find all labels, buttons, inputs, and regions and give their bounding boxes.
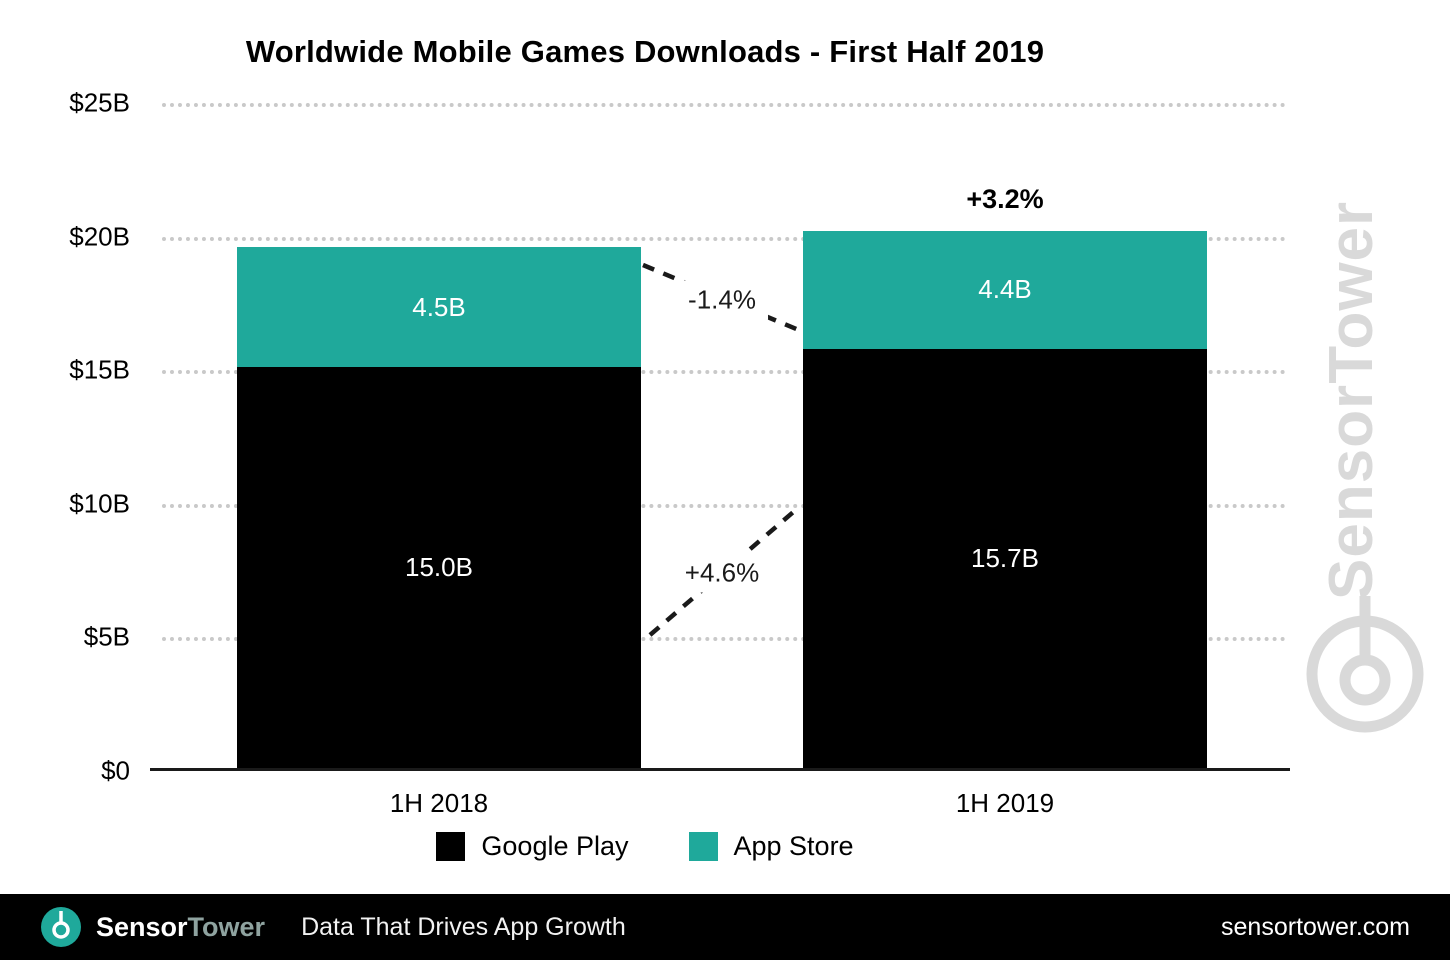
bar-value-label: 4.5B (412, 291, 466, 322)
gridline-15b (162, 370, 1286, 375)
legend-label: App Store (733, 831, 854, 861)
bar-segment-google-play-1h2019: 15.7B (803, 348, 1207, 768)
total-change-label: +3.2% (966, 183, 1044, 214)
footer-website: sensortower.com (1221, 912, 1410, 941)
sensortower-footer-logo-icon (40, 906, 82, 948)
bar-segment-app-store-1h2018: 4.5B (237, 246, 641, 368)
gridline-25b (162, 103, 1286, 107)
bar-segment-app-store-1h2019: 4.4B (803, 230, 1207, 349)
x-tick-1h2019: 1H 2019 (955, 788, 1055, 818)
footer-tagline: Data That Drives App Growth (301, 912, 626, 941)
bar-1h2019: 4.4B 15.7B (803, 230, 1207, 768)
app-store-swatch (688, 832, 718, 861)
sensortower-logo-icon (1306, 596, 1424, 733)
legend: Google Play App Store (0, 831, 1290, 862)
y-tick-5b: $5B (83, 621, 130, 652)
bar-value-label: 15.0B (405, 552, 473, 583)
sensortower-watermark-text: SensorTower (1317, 200, 1386, 600)
x-tick-1h2018: 1H 2018 (389, 788, 489, 818)
bar-value-label: 15.7B (971, 542, 1039, 573)
gridline-5b (162, 637, 1286, 642)
app-store-change-label: -1.4% (676, 280, 768, 320)
footer-bar: SensorTower Data That Drives App Growth … (0, 894, 1450, 960)
footer-brand-tower: Tower (187, 911, 266, 942)
gridline-10b (162, 503, 1286, 508)
footer-brand-sensor: Sensor (96, 911, 188, 942)
google-play-change-label: +4.6% (672, 553, 772, 593)
y-tick-10b: $10B (69, 488, 130, 519)
chart-title: Worldwide Mobile Games Downloads - First… (245, 34, 1045, 69)
bar-1h2018: 4.5B 15.0B (237, 246, 641, 768)
plot-area: 4.5B 15.0B 4.4B 15.7B -1.4% +4.6% +3.2% (150, 103, 1290, 771)
y-tick-25b: $25B (69, 87, 130, 118)
footer-brand: SensorTower (96, 912, 265, 943)
y-tick-0: $0 (101, 755, 130, 786)
legend-item-app-store: App Store (688, 831, 854, 862)
legend-label: Google Play (481, 831, 629, 861)
legend-item-google-play: Google Play (436, 831, 629, 862)
y-tick-15b: $15B (69, 354, 130, 385)
y-tick-20b: $20B (69, 221, 130, 252)
bar-value-label: 4.4B (978, 274, 1032, 305)
google-play-swatch (436, 832, 466, 861)
bar-segment-google-play-1h2018: 15.0B (237, 367, 641, 768)
gridline-20b (162, 236, 1286, 241)
